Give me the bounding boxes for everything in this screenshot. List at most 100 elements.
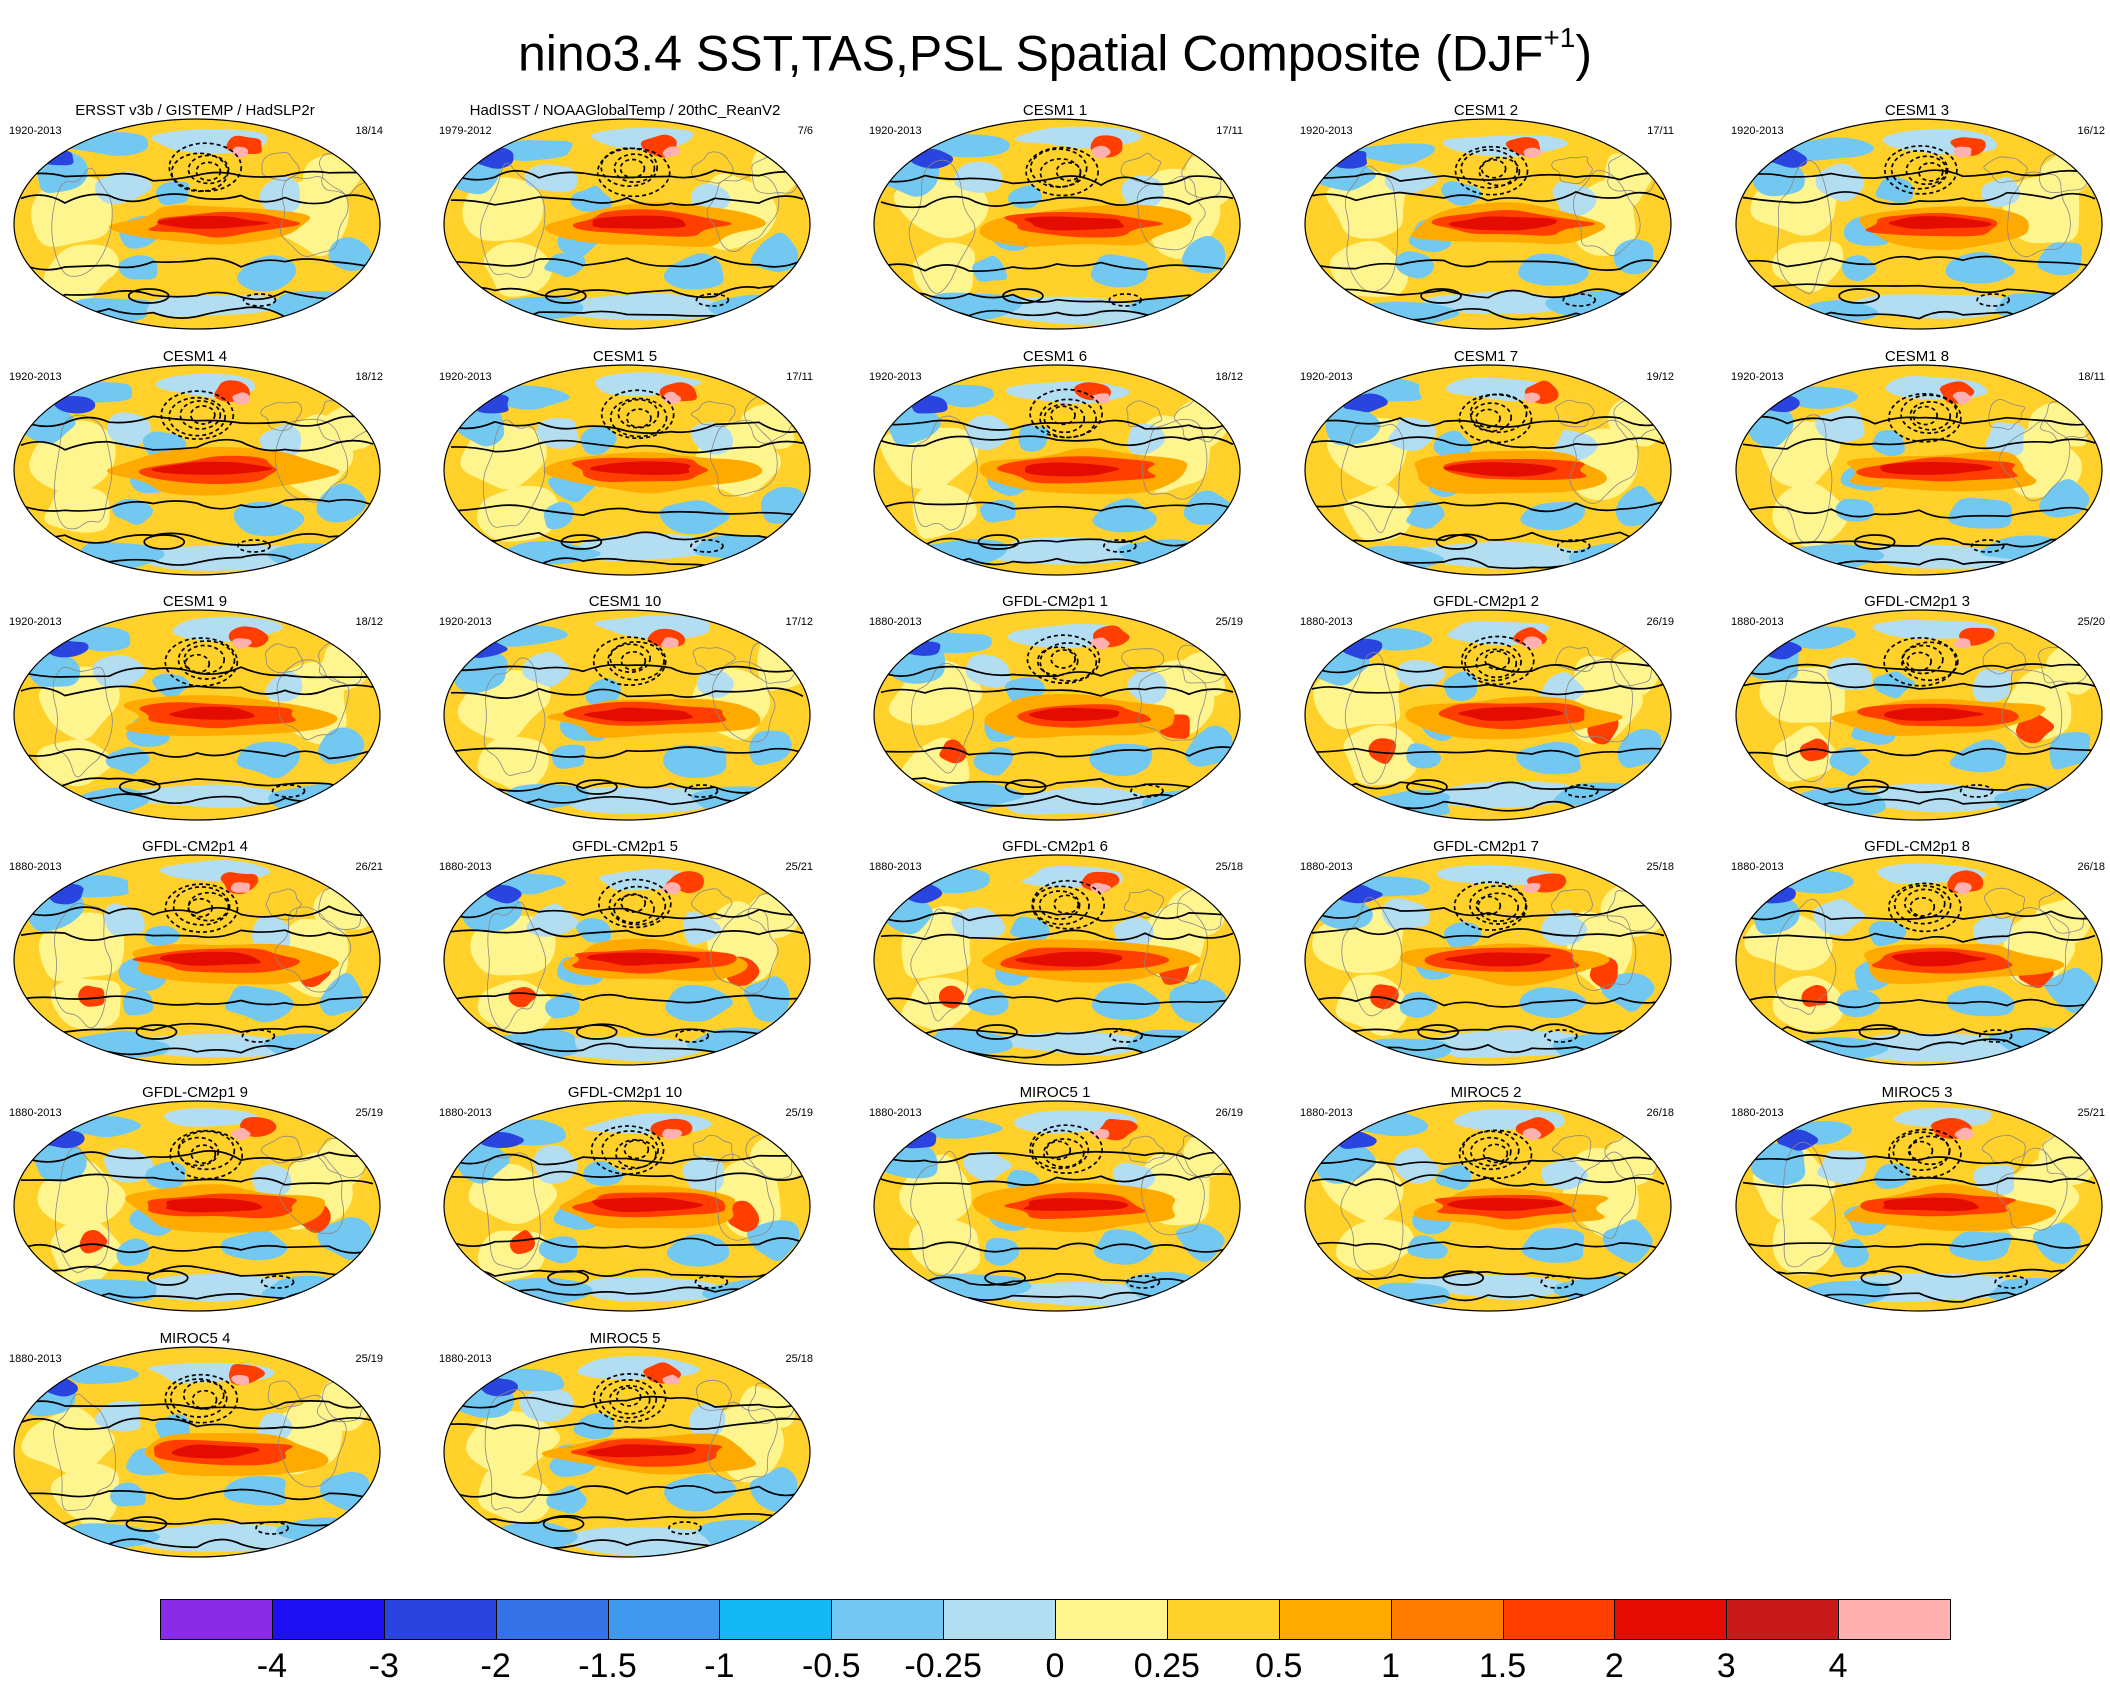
composite-map [443, 1346, 811, 1558]
composite-map [443, 1100, 811, 1312]
colorbar-tick-label: -3 [368, 1647, 399, 1685]
panel-years: 1880-2013 [1300, 861, 1353, 873]
colorbar-tick-label: -1 [704, 1647, 735, 1685]
colorbar-tick-label: -4 [256, 1647, 287, 1685]
composite-map [1304, 609, 1672, 821]
panel-years: 1920-2013 [1300, 125, 1353, 137]
panel-years: 1880-2013 [869, 1107, 922, 1119]
panel-years: 1880-2013 [9, 1353, 62, 1365]
map-panel: MIROC5 2 1880-2013 26/18 [1296, 1084, 1676, 1316]
map-panel: MIROC5 1 1880-2013 26/19 [865, 1084, 1245, 1316]
composite-map [873, 854, 1241, 1066]
panel-count: 17/12 [785, 616, 813, 628]
colorbar-box [1614, 1599, 1728, 1640]
colorbar-tick-label: 0.25 [1133, 1647, 1200, 1685]
figure-title-text: nino3.4 SST,TAS,PSL Spatial Composite (D… [517, 25, 1544, 82]
colorbar-tick-label: 1.5 [1478, 1647, 1527, 1685]
panel-count: 18/12 [355, 371, 383, 383]
composite-map [1735, 609, 2103, 821]
colorbar-box [607, 1599, 721, 1640]
composite-map [13, 118, 381, 330]
panel-count: 25/20 [2077, 616, 2105, 628]
panel-title: GFDL-CM2p1 7 [1433, 838, 1539, 855]
colorbar-box [1166, 1599, 1280, 1640]
panel-title: GFDL-CM2p1 2 [1433, 593, 1539, 610]
panel-count: 17/11 [1216, 125, 1243, 137]
panel-years: 1920-2013 [1731, 371, 1784, 383]
panel-years: 1920-2013 [869, 371, 922, 383]
composite-map [873, 609, 1241, 821]
map-panel: GFDL-CM2p1 4 1880-2013 26/21 [5, 838, 385, 1070]
colorbar-box [495, 1599, 609, 1640]
panel-years: 1880-2013 [9, 861, 62, 873]
colorbar-tick-label: 0.5 [1255, 1647, 1303, 1685]
map-panel: CESM1 10 1920-2013 17/12 [435, 593, 815, 825]
map-panel-grid: ERSST v3b / GISTEMP / HadSLP2r 1920-2013 1… [5, 102, 2107, 1562]
panel-title: MIROC5 1 [1019, 1084, 1091, 1101]
map-panel: GFDL-CM2p1 2 1880-2013 26/19 [1296, 593, 1676, 825]
panel-title: MIROC5 3 [1881, 1084, 1953, 1101]
panel-title: CESM1 3 [1884, 102, 1950, 119]
panel-count: 25/18 [785, 1353, 813, 1365]
panel-years: 1920-2013 [439, 616, 492, 628]
map-panel: GFDL-CM2p1 10 1880-2013 25/19 [435, 1084, 815, 1316]
panel-count: 25/19 [355, 1107, 383, 1119]
panel-title: MIROC5 5 [589, 1330, 661, 1347]
panel-count: 18/14 [355, 125, 383, 137]
panel-years: 1880-2013 [439, 1107, 492, 1119]
map-panel: MIROC5 5 1880-2013 25/18 [435, 1330, 815, 1562]
map-panel: GFDL-CM2p1 1 1880-2013 25/19 [865, 593, 1245, 825]
panel-title: GFDL-CM2p1 10 [567, 1084, 683, 1101]
colorbar-tick-label: -0.5 [801, 1647, 861, 1685]
panel-count: 18/11 [2078, 371, 2105, 383]
panel-title: GFDL-CM2p1 9 [142, 1084, 248, 1101]
panel-title: CESM1 6 [1022, 348, 1088, 365]
panel-title: GFDL-CM2p1 3 [1864, 593, 1970, 610]
map-panel: GFDL-CM2p1 9 1880-2013 25/19 [5, 1084, 385, 1316]
map-panel: MIROC5 3 1880-2013 25/21 [1727, 1084, 2107, 1316]
composite-map [873, 364, 1241, 576]
panel-title: CESM1 9 [162, 593, 228, 610]
panel-title: CESM1 8 [1884, 348, 1950, 365]
panel-count: 18/12 [1215, 371, 1243, 383]
panel-years: 1979-2012 [439, 125, 492, 137]
panel-title: CESM1 5 [592, 348, 658, 365]
panel-years: 1880-2013 [869, 616, 922, 628]
panel-years: 1880-2013 [1731, 861, 1784, 873]
panel-count: 25/19 [785, 1107, 813, 1119]
colorbar-box [383, 1599, 497, 1640]
map-panel: HadISST / NOAAGlobalTemp / 20thC_ReanV2 1… [435, 102, 815, 334]
composite-map [13, 364, 381, 576]
panel-years: 1880-2013 [9, 1107, 62, 1119]
panel-count: 26/21 [355, 861, 383, 873]
colorbar-tick-label: 0 [1045, 1647, 1065, 1685]
panel-count: 25/19 [1215, 616, 1243, 628]
colorbar-box [831, 1599, 945, 1640]
colorbar-box [1726, 1599, 1840, 1640]
panel-count: 26/18 [2077, 861, 2105, 873]
figure-title-superscript: +1 [1543, 22, 1576, 53]
panel-title: CESM1 10 [588, 593, 662, 610]
colorbar-box [1838, 1599, 1951, 1640]
composite-map [13, 854, 381, 1066]
composite-map [443, 609, 811, 821]
panel-count: 26/19 [1215, 1107, 1243, 1119]
panel-title: CESM1 7 [1453, 348, 1519, 365]
panel-count: 7/6 [797, 125, 813, 137]
composite-map [873, 1100, 1241, 1312]
map-panel: MIROC5 4 1880-2013 25/19 [5, 1330, 385, 1562]
panel-years: 1920-2013 [869, 125, 922, 137]
panel-title: HadISST / NOAAGlobalTemp / 20thC_ReanV2 [469, 102, 781, 119]
composite-map [13, 1346, 381, 1558]
panel-title: GFDL-CM2p1 1 [1002, 593, 1108, 610]
map-panel: GFDL-CM2p1 3 1880-2013 25/20 [1727, 593, 2107, 825]
panel-title: CESM1 4 [162, 348, 228, 365]
map-panel: CESM1 5 1920-2013 17/11 [435, 348, 815, 580]
composite-map [443, 118, 811, 330]
colorbar-box [1390, 1599, 1504, 1640]
panel-count: 25/18 [1215, 861, 1243, 873]
panel-count: 25/21 [2077, 1107, 2105, 1119]
colorbar-tick-label: 2 [1604, 1647, 1624, 1685]
map-panel: CESM1 2 1920-2013 17/11 [1296, 102, 1676, 334]
map-panel: CESM1 4 1920-2013 18/12 [5, 348, 385, 580]
